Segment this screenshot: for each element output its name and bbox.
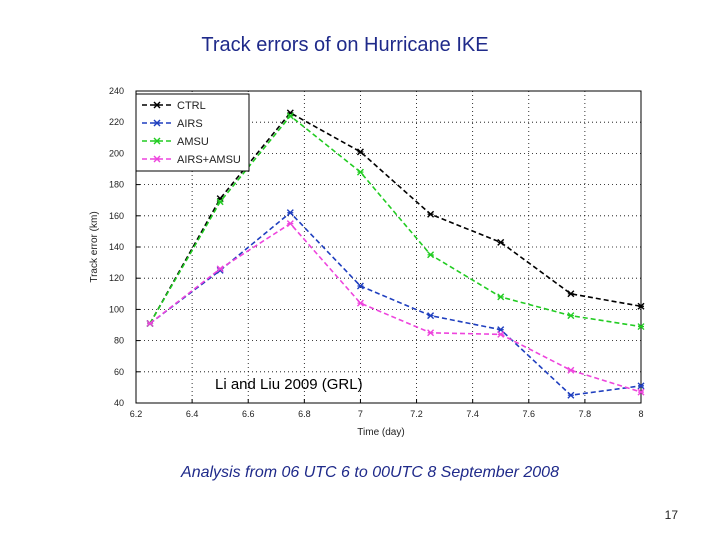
data-point [216,198,224,206]
legend-entry: AIRS [142,118,203,130]
data-point [427,329,435,337]
y-tick-label: 240 [109,86,124,96]
grid-layer [136,91,641,403]
tick-layer: 6.2 6.4 6.6 6.8 7 7.2 7.4 7.6 7.8 8 40 60 80 100 120 14… [109,86,644,419]
data-point [216,265,224,273]
data-point [286,220,294,228]
data-point [497,238,505,246]
data-point [356,168,364,176]
citation-annotation: Li and Liu 2009 (GRL) [215,376,363,393]
data-point [637,323,645,331]
x-tick-label: 6.4 [186,409,199,419]
data-point [427,312,435,320]
series-layer [146,109,645,399]
data-point [637,302,645,310]
slide-title: Track errors of on Hurricane IKE [201,34,489,56]
data-point [567,290,575,298]
series-line-airs [149,211,642,397]
data-point [356,148,364,156]
data-point [497,330,505,338]
data-point [567,391,575,399]
legend-entry: AMSU [142,136,209,148]
data-point [567,312,575,320]
x-axis-label: Time (day) [357,427,404,438]
data-point [356,282,364,290]
x-tick-label: 7.2 [410,409,423,419]
legend-marker [153,101,161,109]
x-tick-label: 7.4 [466,409,479,419]
data-point [356,299,364,307]
y-tick-label: 160 [109,211,124,221]
y-tick-label: 140 [109,242,124,252]
y-tick-label: 200 [109,148,124,158]
legend: CTRL AIRS AMSU AIRS+AMSU [135,93,250,172]
y-tick-label: 180 [109,180,124,190]
data-point [146,319,154,327]
legend-entry: AIRS+AMSU [142,154,241,166]
y-tick-label: 220 [109,117,124,127]
legend-marker [153,119,161,127]
legend-label: CTRL [177,100,206,112]
data-point [427,210,435,218]
data-point [637,388,645,396]
legend-label: AIRS [177,118,203,130]
series-line-airs-plus-amsu [149,222,642,393]
series-line-ctrl [149,111,642,324]
data-point [427,251,435,259]
legend-marker [153,155,161,163]
x-tick-label: 6.2 [130,409,143,419]
y-tick-label: 80 [114,336,124,346]
y-tick-label: 40 [114,398,124,408]
page-number: 17 [664,508,678,522]
legend-label: AMSU [177,136,209,148]
y-tick-label: 120 [109,273,124,283]
x-tick-label: 8 [638,409,643,419]
y-tick-label: 100 [109,304,124,314]
analysis-caption: Analysis from 06 UTC 6 to 00UTC 8 Septem… [181,464,559,481]
y-axis-label: Track error (km) [89,211,100,282]
legend-entry: CTRL [142,100,206,112]
x-tick-label: 7 [358,409,363,419]
x-tick-label: 6.6 [242,409,255,419]
x-tick-label: 6.8 [298,409,311,419]
legend-marker [153,137,161,145]
x-tick-label: 7.6 [523,409,536,419]
series-line-amsu [149,114,642,328]
data-point [286,112,294,120]
data-point [286,209,294,217]
data-point [637,382,645,390]
data-point [497,293,505,301]
legend-label: AIRS+AMSU [177,154,241,166]
x-tick-label: 7.8 [579,409,592,419]
y-tick-label: 60 [114,367,124,377]
data-point [567,366,575,374]
